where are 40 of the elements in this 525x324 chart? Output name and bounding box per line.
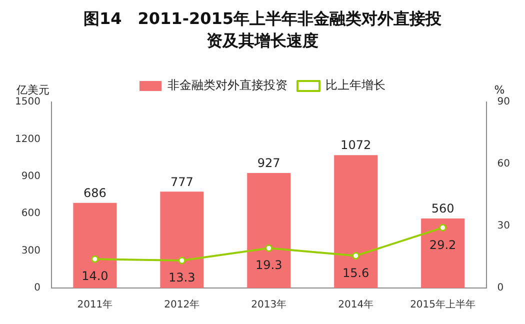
chart-title: 图14 2011-2015年上半年非金融类对外直接投资及其增长速度 [82, 8, 442, 52]
bar [421, 218, 465, 288]
x-tick-label: 2015年上半年 [410, 298, 476, 311]
point [178, 256, 186, 264]
y2-axis-title: % [494, 83, 505, 96]
data-label: 777 [170, 174, 194, 189]
x-tick-label: 2013年 [251, 298, 287, 311]
data-label: 14.0 [82, 269, 108, 284]
data-label: 13.3 [168, 270, 196, 285]
legend-label: 比上年增长 [326, 78, 386, 92]
y-tick-label: 0 [34, 282, 40, 294]
point [352, 252, 360, 260]
y2-tick-label: 30 [497, 220, 510, 232]
bar [160, 192, 204, 288]
data-label: 927 [257, 156, 280, 170]
data-label: 686 [83, 186, 106, 200]
x-tick-label: 2012年 [164, 298, 200, 311]
data-label: 15.6 [342, 266, 370, 280]
y2-tick-label: 60 [497, 158, 510, 170]
y-tick-label: 300 [21, 245, 40, 256]
y-tick-label: 1200 [14, 134, 40, 145]
y-tick-label: 600 [21, 208, 40, 220]
bar [73, 202, 117, 288]
legend-label: 非金融类对外直接投资 [168, 78, 288, 92]
y2-tick-label: 0 [497, 282, 504, 294]
y-tick-label: 900 [21, 170, 40, 182]
y2-tick-label: 90 [497, 96, 510, 108]
point [439, 224, 447, 232]
point [91, 255, 99, 263]
data-label: 29.2 [429, 238, 456, 252]
bar [334, 155, 378, 288]
y-tick-label: 1500 [14, 96, 40, 108]
x-tick-label: 2014年 [338, 298, 374, 311]
y-axis-title: 亿美元 [15, 83, 50, 96]
bar [247, 173, 291, 288]
data-label: 1072 [340, 138, 372, 152]
data-label: 19.3 [256, 258, 282, 272]
data-label: 560 [431, 202, 454, 216]
x-tick-label: 2011年 [77, 298, 113, 311]
point [265, 244, 273, 252]
